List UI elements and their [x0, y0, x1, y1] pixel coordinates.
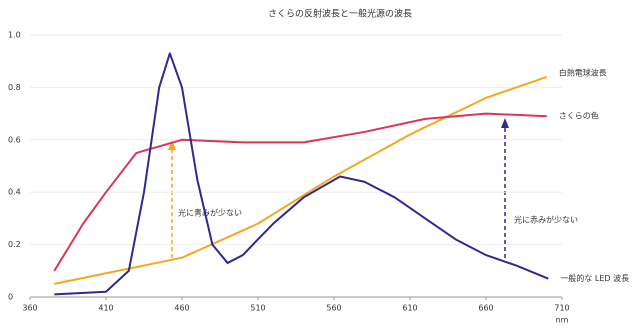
y-tick-label: 0.6	[8, 135, 21, 144]
y-tick-label: 0.2	[8, 240, 21, 249]
annotation: 光に赤みが少ない	[514, 215, 578, 225]
y-tick-label: 0.4	[8, 188, 21, 197]
series-label: 白熱電球波長	[559, 67, 607, 77]
series-label: 一般的な LED 波長	[560, 273, 629, 283]
x-tick-label: 710	[554, 304, 569, 313]
x-axis-label: nm	[556, 316, 569, 325]
series-line	[54, 75, 548, 285]
chart-title: さくらの反射波長と一般光源の波長	[268, 8, 412, 20]
x-tick-label: 510	[250, 304, 265, 313]
y-tick-label: 0	[8, 293, 13, 302]
arrow-head	[168, 140, 176, 150]
annotation: 光に青みが少ない	[178, 208, 242, 218]
arrow-head	[501, 118, 509, 128]
x-tick-label: 660	[478, 304, 493, 313]
series-line	[54, 52, 549, 296]
y-tick-label: 0.8	[8, 83, 21, 92]
x-tick-label: 460	[174, 304, 189, 313]
series-label: さくらの色	[559, 111, 599, 121]
x-tick-label: 410	[98, 304, 113, 313]
x-tick-label: 610	[402, 304, 417, 313]
x-tick-label: 360	[22, 304, 37, 313]
x-tick-label: 560	[326, 304, 341, 313]
series-line	[53, 112, 547, 272]
y-tick-label: 1.0	[8, 31, 21, 40]
